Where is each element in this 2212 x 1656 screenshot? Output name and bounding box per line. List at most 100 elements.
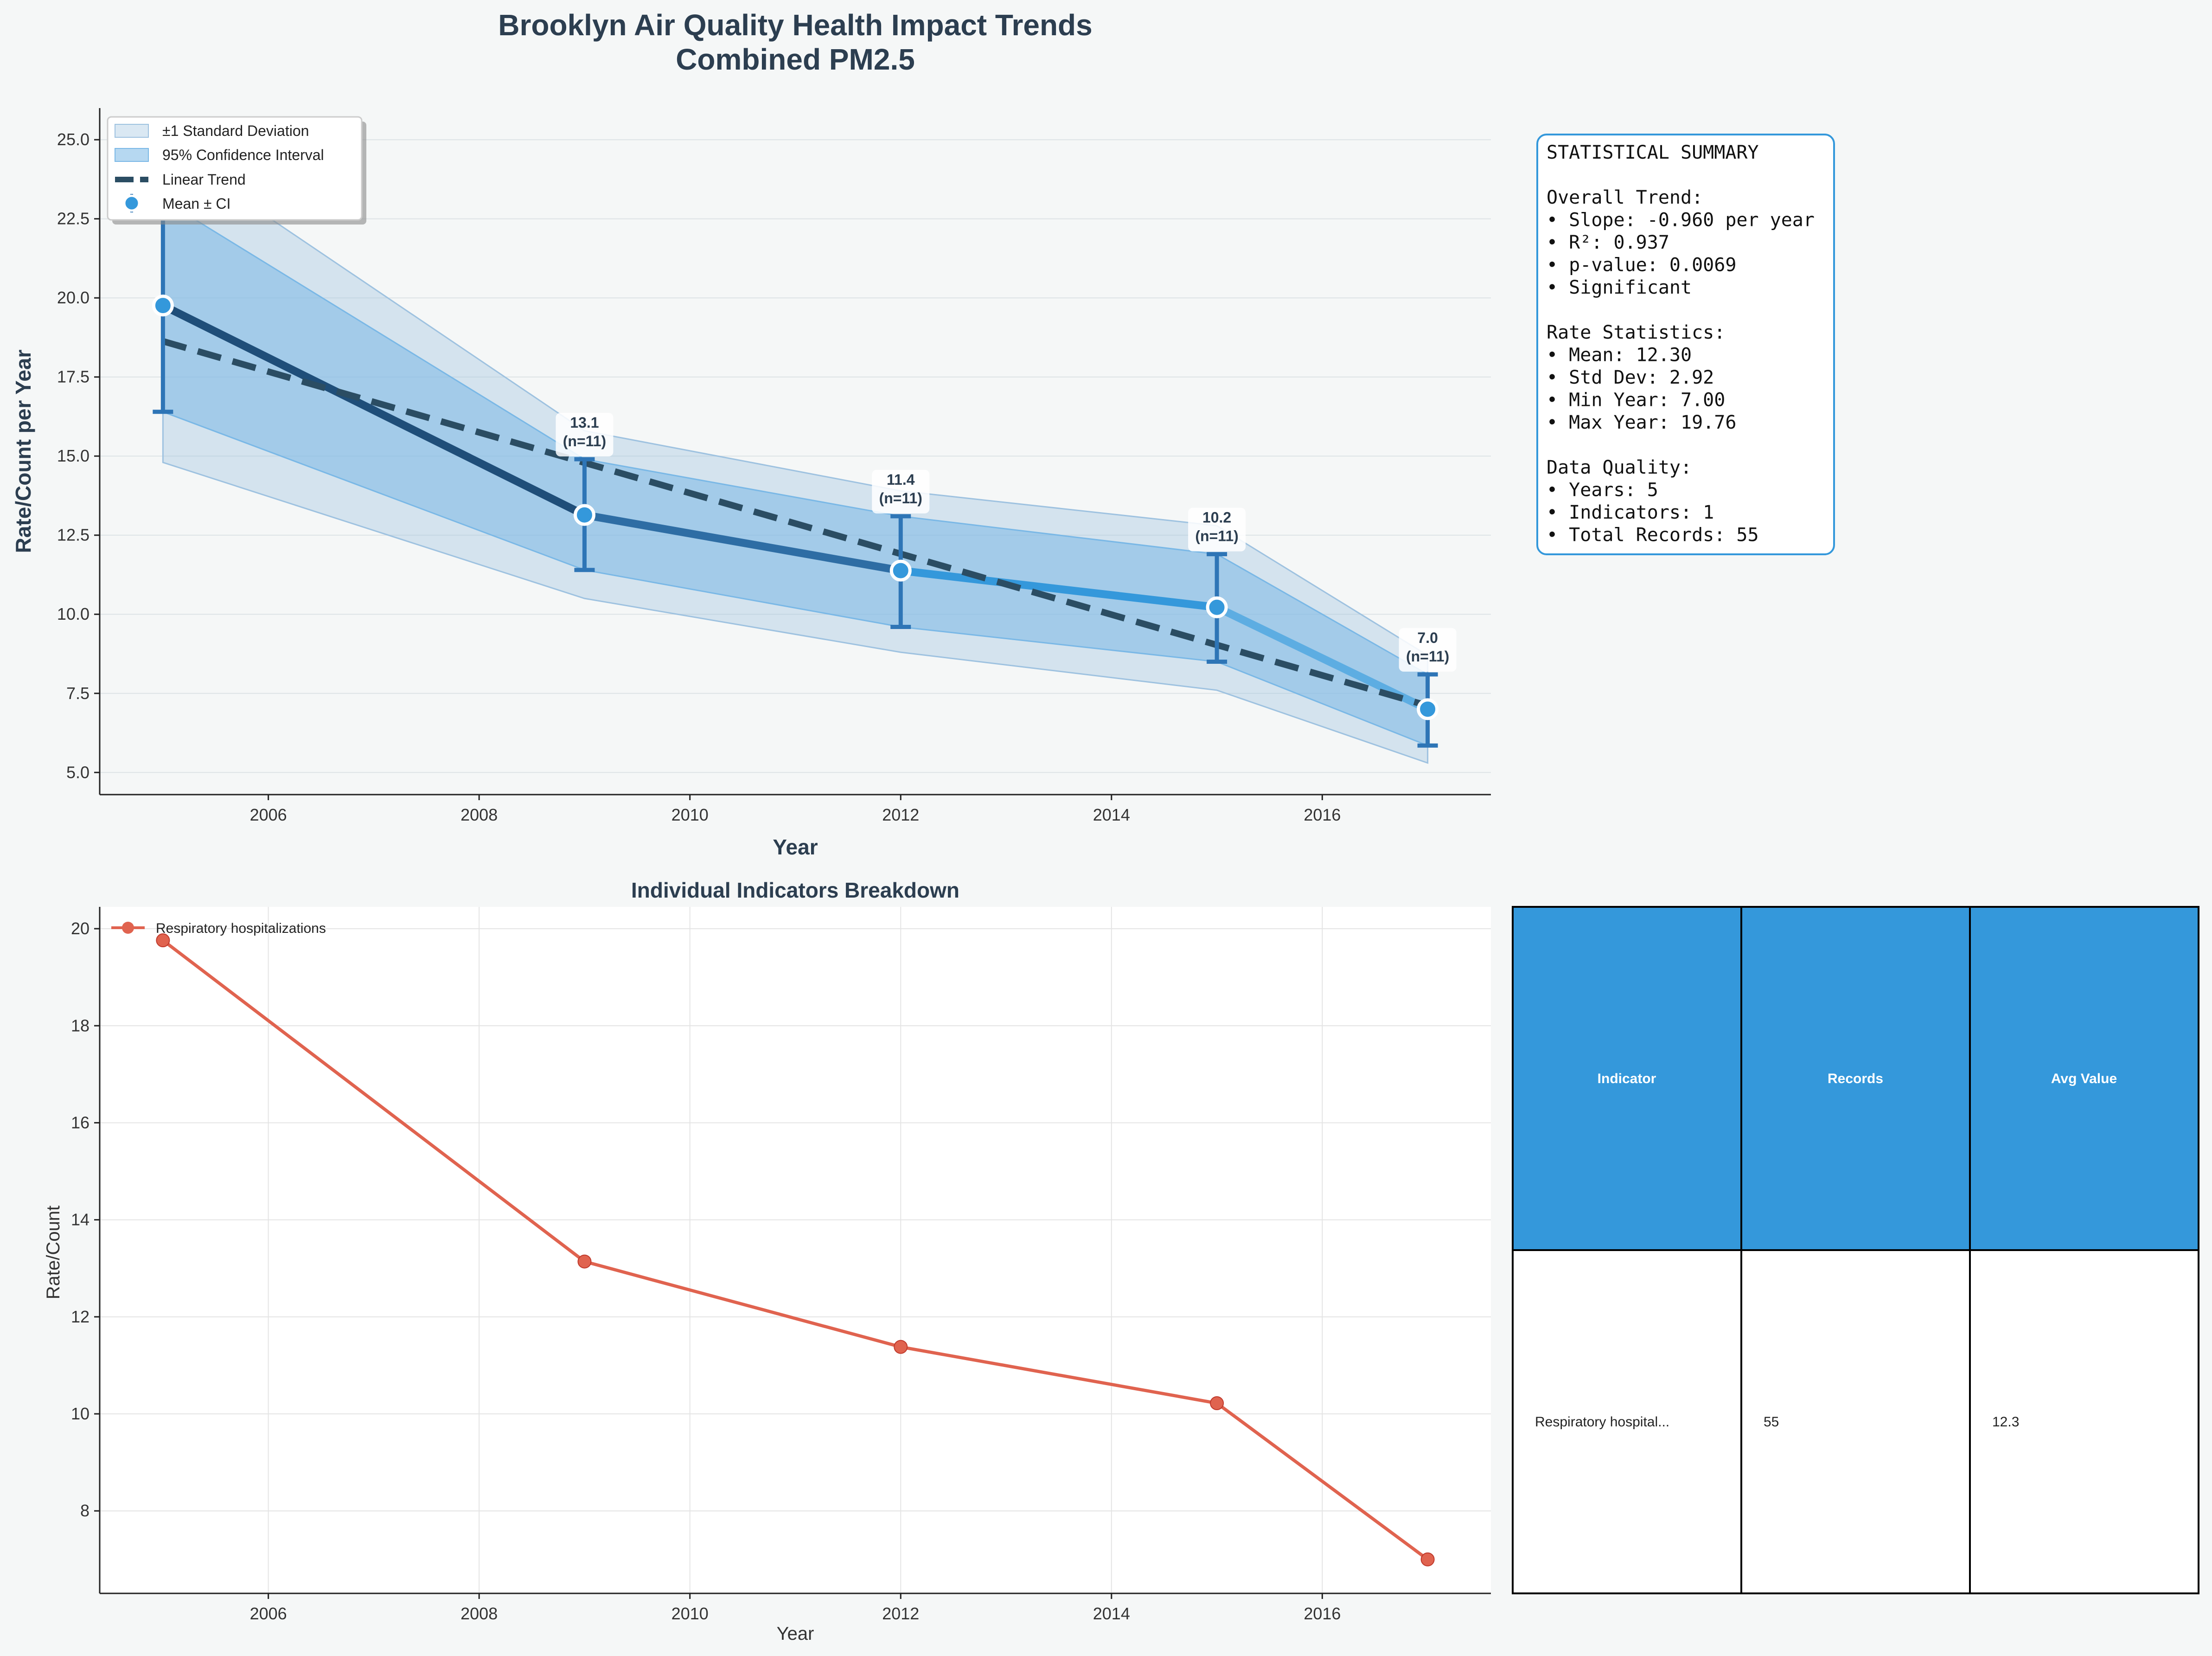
bottom-x-label: Year bbox=[777, 1624, 814, 1644]
table-cell-avg-value: 12.3 bbox=[1992, 1414, 2019, 1430]
top-x-tick-label: 2012 bbox=[882, 805, 919, 824]
bottom-x-tick-label: 2008 bbox=[460, 1604, 498, 1623]
bottom-y-tick-label: 20 bbox=[71, 919, 90, 938]
legend-mean-label: Mean ± CI bbox=[162, 195, 230, 212]
bottom-x-tick-label: 2016 bbox=[1304, 1604, 1341, 1623]
summary-line: • Std Dev: 2.92 bbox=[1547, 367, 1714, 388]
bottom-y-tick-label: 8 bbox=[80, 1501, 90, 1520]
bottom-y-tick-label: 12 bbox=[71, 1307, 90, 1326]
indicators-breakdown-chart: Individual Indicators Breakdown 2006 2008… bbox=[43, 878, 1491, 1644]
top-y-tick-label: 20.0 bbox=[57, 288, 90, 307]
mean-point bbox=[573, 504, 595, 526]
point-label-n: (n=11) bbox=[1195, 528, 1238, 545]
bottom-x-tick-label: 2012 bbox=[882, 1604, 919, 1623]
respiratory-series-points bbox=[156, 933, 1435, 1566]
legend-sd-swatch bbox=[115, 124, 149, 138]
point-label-n: (n=11) bbox=[1406, 648, 1449, 665]
bottom-legend: Respiratory hospitalizations bbox=[111, 921, 326, 936]
bottom-y-tick-label: 10 bbox=[71, 1404, 90, 1423]
summary-line: STATISTICAL SUMMARY bbox=[1547, 142, 1759, 163]
top-y-tick-label: 17.5 bbox=[57, 367, 90, 386]
indicator-table: Indicator Records Avg Value Respiratory … bbox=[1512, 906, 2199, 1594]
point-label-box bbox=[1399, 628, 1457, 672]
legend-respiratory-marker bbox=[122, 922, 134, 934]
table-body-row-bg bbox=[1513, 1250, 2199, 1593]
top-y-label: Rate/Count per Year bbox=[11, 349, 35, 553]
top-x-tick-label: 2008 bbox=[460, 805, 498, 824]
legend-ci-swatch bbox=[115, 148, 149, 162]
table-header-indicator: Indicator bbox=[1598, 1071, 1656, 1086]
table-header-records: Records bbox=[1828, 1071, 1883, 1086]
top-legend: ±1 Standard Deviation 95% Confidence Int… bbox=[107, 116, 366, 225]
mean-points bbox=[152, 295, 1439, 720]
bottom-y-label: Rate/Count bbox=[43, 1206, 64, 1299]
top-y-tick-label: 7.5 bbox=[66, 684, 90, 703]
top-y-tick-label: 15.0 bbox=[57, 446, 90, 465]
point-label-value: 10.2 bbox=[1202, 509, 1231, 526]
top-x-ticks: 2006 2008 2010 2012 2014 2016 bbox=[250, 795, 1341, 824]
mean-point bbox=[889, 559, 912, 582]
table-cell-indicator: Respiratory hospital... bbox=[1535, 1414, 1669, 1430]
respiratory-point bbox=[156, 933, 170, 948]
legend-ci-label: 95% Confidence Interval bbox=[162, 147, 324, 163]
point-label-box bbox=[1188, 507, 1246, 552]
mean-point bbox=[152, 295, 174, 317]
summary-line: • Min Year: 7.00 bbox=[1547, 390, 1725, 411]
legend-mean-marker bbox=[123, 194, 141, 212]
respiratory-point bbox=[1210, 1396, 1224, 1410]
bottom-x-tick-label: 2006 bbox=[250, 1604, 287, 1623]
summary-line: • p-value: 0.0069 bbox=[1547, 255, 1736, 276]
top-y-tick-label: 10.0 bbox=[57, 604, 90, 623]
table-header-avg-value: Avg Value bbox=[2051, 1071, 2117, 1086]
mean-point bbox=[1206, 596, 1228, 618]
summary-lines: STATISTICAL SUMMARY Overall Trend:• Slope… bbox=[1547, 142, 1815, 546]
mean-line-segment bbox=[159, 302, 588, 519]
mean-line-segment bbox=[580, 511, 905, 575]
summary-line: • Slope: -0.960 per year bbox=[1547, 210, 1815, 231]
bottom-y-tick-label: 14 bbox=[71, 1210, 90, 1229]
table-header-row-bg bbox=[1513, 907, 2199, 1250]
bottom-y-ticks: 8 10 12 14 16 18 20 bbox=[71, 919, 100, 1520]
table-cell-records: 55 bbox=[1764, 1414, 1779, 1430]
top-y-tick-label: 12.5 bbox=[57, 526, 90, 545]
summary-line: • R²: 0.937 bbox=[1547, 232, 1669, 253]
top-x-tick-label: 2016 bbox=[1304, 805, 1341, 824]
point-label-n: (n=11) bbox=[879, 490, 922, 507]
legend-box bbox=[107, 116, 363, 221]
bottom-plot-area bbox=[100, 907, 1491, 1593]
bottom-x-tick-label: 2010 bbox=[671, 1604, 709, 1623]
summary-line: • Total Records: 55 bbox=[1547, 525, 1759, 546]
summary-line: • Max Year: 19.76 bbox=[1547, 412, 1736, 433]
summary-line: • Mean: 12.30 bbox=[1547, 345, 1692, 366]
point-label-value: 7.0 bbox=[1417, 629, 1438, 646]
statistical-summary-box: STATISTICAL SUMMARY Overall Trend:• Slope… bbox=[1536, 134, 1835, 555]
top-x-tick-label: 2010 bbox=[671, 805, 709, 824]
top-y-ticks: 5.0 7.5 10.0 12.5 15.0 17.5 20.0 22.5 25.0 bbox=[57, 130, 100, 782]
legend-trend-label: Linear Trend bbox=[162, 171, 246, 188]
bottom-chart-title: Individual Indicators Breakdown bbox=[631, 878, 959, 902]
respiratory-point bbox=[577, 1254, 592, 1269]
respiratory-point bbox=[1420, 1552, 1435, 1566]
respiratory-point bbox=[894, 1340, 908, 1354]
top-x-label: Year bbox=[773, 835, 818, 859]
summary-line: • Years: 5 bbox=[1547, 480, 1658, 501]
top-x-tick-label: 2014 bbox=[1093, 805, 1130, 824]
figure-title-line2: Combined PM2.5 bbox=[676, 43, 915, 76]
bottom-y-tick-label: 18 bbox=[71, 1016, 90, 1035]
point-label-value: 11.4 bbox=[887, 471, 915, 488]
top-y-tick-label: 25.0 bbox=[57, 130, 90, 149]
point-label-box bbox=[556, 413, 614, 457]
top-x-tick-label: 2006 bbox=[250, 805, 287, 824]
main-trend-chart: 19.8(n=11)13.1(n=11)11.4(n=11)10.2(n=11)… bbox=[11, 108, 1491, 859]
mean-point bbox=[1417, 698, 1439, 720]
top-y-tick-label: 22.5 bbox=[57, 209, 90, 228]
point-label-value: 13.1 bbox=[570, 414, 599, 431]
top-y-tick-label: 5.0 bbox=[66, 763, 90, 782]
figure-title-line1: Brooklyn Air Quality Health Impact Trend… bbox=[498, 8, 1092, 42]
legend-sd-label: ±1 Standard Deviation bbox=[162, 122, 309, 139]
point-label-n: (n=11) bbox=[563, 433, 606, 449]
legend-respiratory-label: Respiratory hospitalizations bbox=[156, 921, 326, 936]
mean-line-segment bbox=[896, 566, 1221, 611]
point-label-box bbox=[872, 469, 930, 513]
